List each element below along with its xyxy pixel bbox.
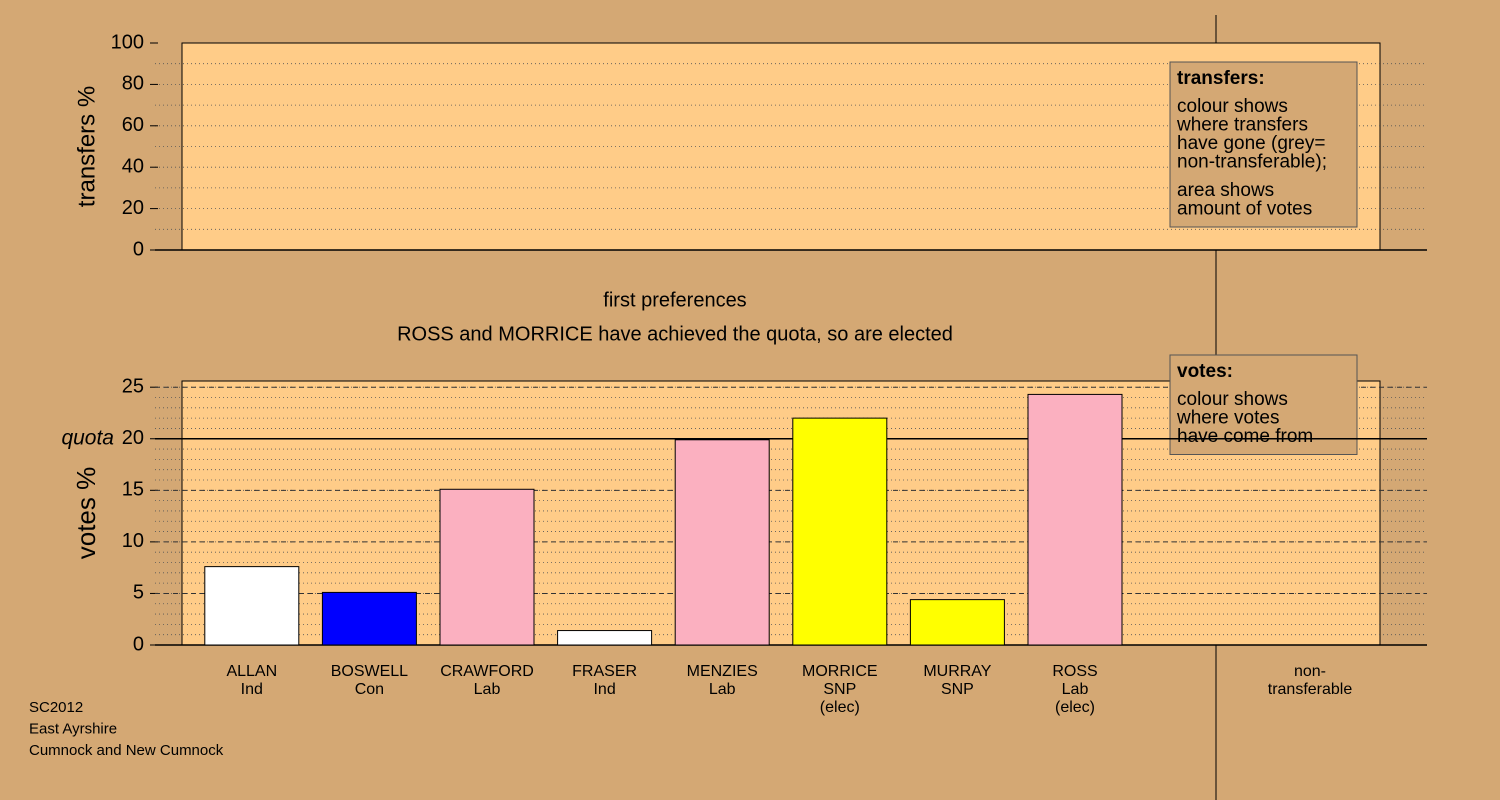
- y-axis-label: transfers %: [73, 86, 100, 207]
- x-tick-label: (elec): [820, 699, 860, 716]
- bar: [321, 591, 417, 646]
- legend-text: where transfers: [1176, 115, 1308, 136]
- x-tick-label: CRAWFORD: [440, 663, 534, 680]
- legend-text: area shows: [1177, 180, 1274, 201]
- y-tick-label: 5: [133, 582, 144, 604]
- x-tick-label: MURRAY: [923, 663, 991, 680]
- bar: [674, 439, 770, 646]
- legend-box: [1169, 354, 1358, 455]
- x-tick-label: ROSS: [1052, 663, 1097, 680]
- legend-text: colour shows: [1177, 389, 1288, 410]
- bar: [439, 488, 535, 646]
- bar: [204, 566, 300, 646]
- y-tick-label: 20: [122, 427, 144, 449]
- chart-subtitle: ROSS and MORRICE have achieved the quota…: [397, 323, 953, 345]
- footer-text: Cumnock and New Cumnock: [29, 742, 224, 759]
- legend-text: colour shows: [1177, 96, 1288, 117]
- bar: [792, 417, 888, 646]
- y-tick-label: 10: [122, 530, 144, 552]
- x-tick-label: MORRICE: [802, 663, 878, 680]
- x-tick-label: BOSWELL: [331, 663, 408, 680]
- x-tick-label: non-: [1294, 663, 1326, 680]
- x-tick-label: MENZIES: [687, 663, 758, 680]
- y-tick-label: 60: [122, 114, 144, 136]
- x-tick-label: SNP: [941, 681, 974, 698]
- x-tick-label: Ind: [241, 681, 263, 698]
- legend-title: votes:: [1177, 361, 1233, 382]
- y-tick-label: 40: [122, 155, 144, 177]
- x-tick-label: Ind: [593, 681, 615, 698]
- x-tick-label: Lab: [474, 681, 501, 698]
- footer-text: East Ayrshire: [29, 720, 117, 737]
- y-axis-label: votes %: [71, 467, 101, 560]
- legend-text: amount of votes: [1177, 199, 1312, 220]
- y-tick-label: 0: [133, 633, 144, 655]
- y-tick-label: 80: [122, 73, 144, 95]
- x-tick-label: FRASER: [572, 663, 637, 680]
- y-tick-label: 0: [133, 238, 144, 260]
- legend-text: non-transferable);: [1177, 152, 1327, 173]
- y-tick-label: 25: [122, 375, 144, 397]
- x-tick-label: (elec): [1055, 699, 1095, 716]
- legend-box: [1169, 61, 1358, 228]
- bar: [1027, 393, 1123, 646]
- legend-text: have come from: [1177, 426, 1313, 447]
- x-tick-label: transferable: [1268, 681, 1353, 698]
- x-tick-label: Con: [355, 681, 384, 698]
- y-tick-label: 100: [111, 31, 144, 53]
- legend-text: where votes: [1176, 408, 1279, 429]
- x-tick-label: Lab: [1062, 681, 1089, 698]
- y-tick-label: 20: [122, 197, 144, 219]
- bar: [909, 599, 1005, 646]
- bar: [557, 630, 653, 646]
- legend-title: transfers:: [1177, 68, 1265, 89]
- x-tick-label: ALLAN: [226, 663, 277, 680]
- quota-label: quota: [61, 426, 114, 449]
- x-tick-label: Lab: [709, 681, 736, 698]
- chart-title: first preferences: [603, 289, 746, 311]
- y-tick-label: 15: [122, 479, 144, 501]
- footer-text: SC2012: [29, 699, 83, 716]
- x-tick-label: SNP: [823, 681, 856, 698]
- legend-text: have gone (grey=: [1177, 133, 1325, 154]
